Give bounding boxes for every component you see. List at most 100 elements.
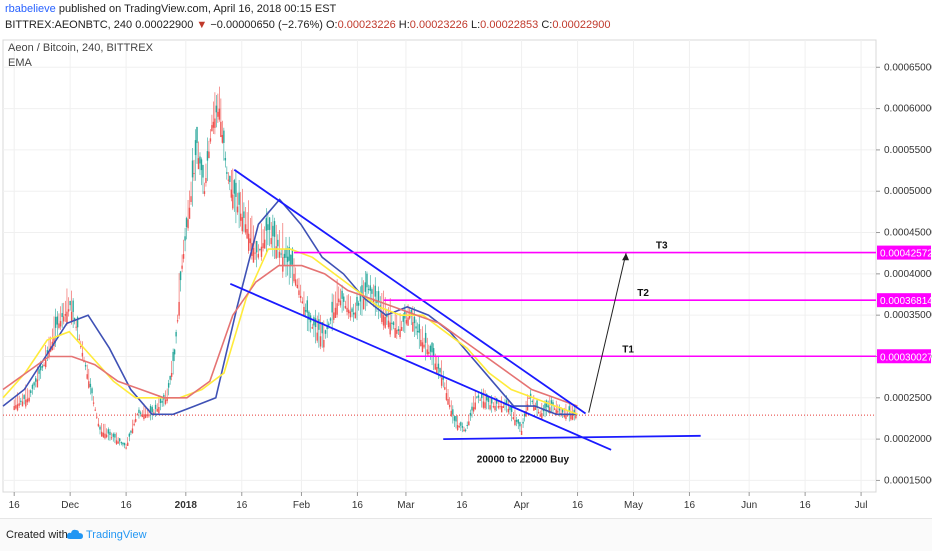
- plot-background[interactable]: [2, 39, 877, 493]
- candle-body: [149, 405, 152, 412]
- candle-body: [63, 316, 65, 322]
- chart-header: rbabelieve published on TradingView.com,…: [0, 0, 932, 36]
- candle-body: [402, 315, 404, 322]
- candle-body: [80, 345, 82, 348]
- candle-body: [243, 211, 245, 218]
- candle-body: [364, 282, 366, 292]
- price-chart[interactable]: 16 Dec 16 2018 16 Feb 16 Mar 16 Apr 16 May 16 Jun 16 Ju…: [0, 36, 932, 518]
- candle-body: [164, 399, 167, 404]
- candle-body: [303, 306, 305, 316]
- candle-body: [187, 219, 189, 229]
- x-tick-label: 16: [121, 500, 133, 511]
- y-tick-label: 0.00060000: [884, 104, 932, 115]
- candle-body: [211, 125, 213, 132]
- tradingview-brand-link[interactable]: TradingView: [86, 529, 147, 541]
- candle-body: [221, 135, 224, 143]
- candle-body: [224, 157, 227, 161]
- candle-body: [158, 406, 160, 414]
- candle-body: [136, 414, 139, 416]
- candle-body: [275, 246, 277, 259]
- candle-body: [423, 344, 425, 348]
- candle-body: [519, 422, 521, 427]
- candle-body: [534, 407, 537, 410]
- candle-body: [255, 240, 258, 253]
- candle-body: [141, 414, 143, 418]
- x-tick-label: Mar: [397, 500, 415, 511]
- candle-body: [40, 366, 42, 371]
- ohlc-info: BITTREX:AEONBTC, 240 0.00022900 ▼ −0.000…: [5, 19, 610, 31]
- candle-body: [463, 429, 465, 432]
- x-tick-label: May: [624, 500, 643, 511]
- candle-body: [78, 338, 80, 341]
- candle-body: [236, 206, 239, 213]
- channel-lower-line[interactable]: [229, 282, 612, 451]
- candle-body: [481, 392, 483, 399]
- candle-body: [452, 409, 454, 415]
- x-tick-label: Jun: [741, 500, 757, 511]
- candle-body: [153, 412, 155, 415]
- candle-body: [428, 351, 430, 354]
- candle-body: [456, 424, 459, 431]
- created-with-text: Created with: [6, 529, 68, 541]
- candle-body: [109, 431, 111, 436]
- candle-body: [439, 368, 441, 373]
- candle-body: [240, 213, 242, 221]
- candle-body: [387, 320, 390, 328]
- candle-body: [444, 387, 446, 390]
- candle-body: [179, 271, 182, 281]
- candle-body: [190, 196, 192, 203]
- candle-body: [500, 406, 503, 413]
- candle-body: [252, 247, 255, 263]
- ema-line[interactable]: [2, 198, 578, 416]
- chart-area[interactable]: 16 Dec 16 2018 16 Feb 16 Mar 16 Apr 16 May 16 Jun 16 Ju…: [0, 36, 932, 518]
- candle-body: [352, 312, 355, 315]
- candle-body: [426, 349, 428, 355]
- ema-line[interactable]: [2, 248, 578, 416]
- candle-body: [557, 410, 559, 413]
- x-tick-label: 16: [352, 500, 364, 511]
- candle-body: [286, 256, 289, 263]
- candle-body: [549, 407, 551, 414]
- channel-upper-line[interactable]: [233, 168, 587, 415]
- candle-body: [432, 348, 435, 357]
- candle-body: [33, 382, 35, 386]
- candle-body: [43, 364, 45, 367]
- candle-body: [278, 251, 281, 258]
- candle-body: [324, 330, 327, 334]
- y-tick-label: 0.00045000: [884, 228, 932, 239]
- candle-body: [115, 440, 118, 445]
- candle-body: [99, 426, 101, 430]
- candle-body: [61, 313, 63, 318]
- candle-body: [185, 218, 188, 228]
- candle-body: [528, 397, 530, 399]
- y-tick-label: 0.00050000: [884, 186, 932, 197]
- publish-info: rbabelieve published on TradingView.com,…: [5, 3, 336, 15]
- candle-body: [520, 430, 523, 435]
- support-line[interactable]: [443, 434, 701, 441]
- candle-body: [413, 316, 416, 324]
- candle-body: [479, 399, 481, 401]
- candle-body: [447, 398, 449, 405]
- candle-body: [526, 404, 529, 411]
- candle-body: [505, 400, 508, 405]
- candle-body: [400, 326, 403, 331]
- price-change: −0.00000650 (−2.76%): [210, 19, 323, 31]
- candle-body: [440, 377, 443, 386]
- candle-body: [92, 402, 95, 404]
- candle-body: [349, 311, 352, 318]
- candle-body: [492, 406, 495, 408]
- candle-body: [424, 332, 427, 343]
- candle-body: [407, 317, 409, 326]
- candle-body: [25, 399, 27, 407]
- candle-body: [382, 315, 385, 326]
- candle-body: [311, 327, 313, 329]
- candle-body: [537, 411, 540, 414]
- author-link[interactable]: rbabelieve: [5, 3, 56, 15]
- candle-body: [184, 236, 186, 241]
- ema-line[interactable]: [2, 264, 578, 407]
- candle-body: [418, 324, 420, 333]
- candle-body: [214, 118, 216, 128]
- target-price-text: 0.00036814: [880, 296, 932, 307]
- candle-body: [54, 316, 57, 328]
- candle-body: [139, 412, 142, 414]
